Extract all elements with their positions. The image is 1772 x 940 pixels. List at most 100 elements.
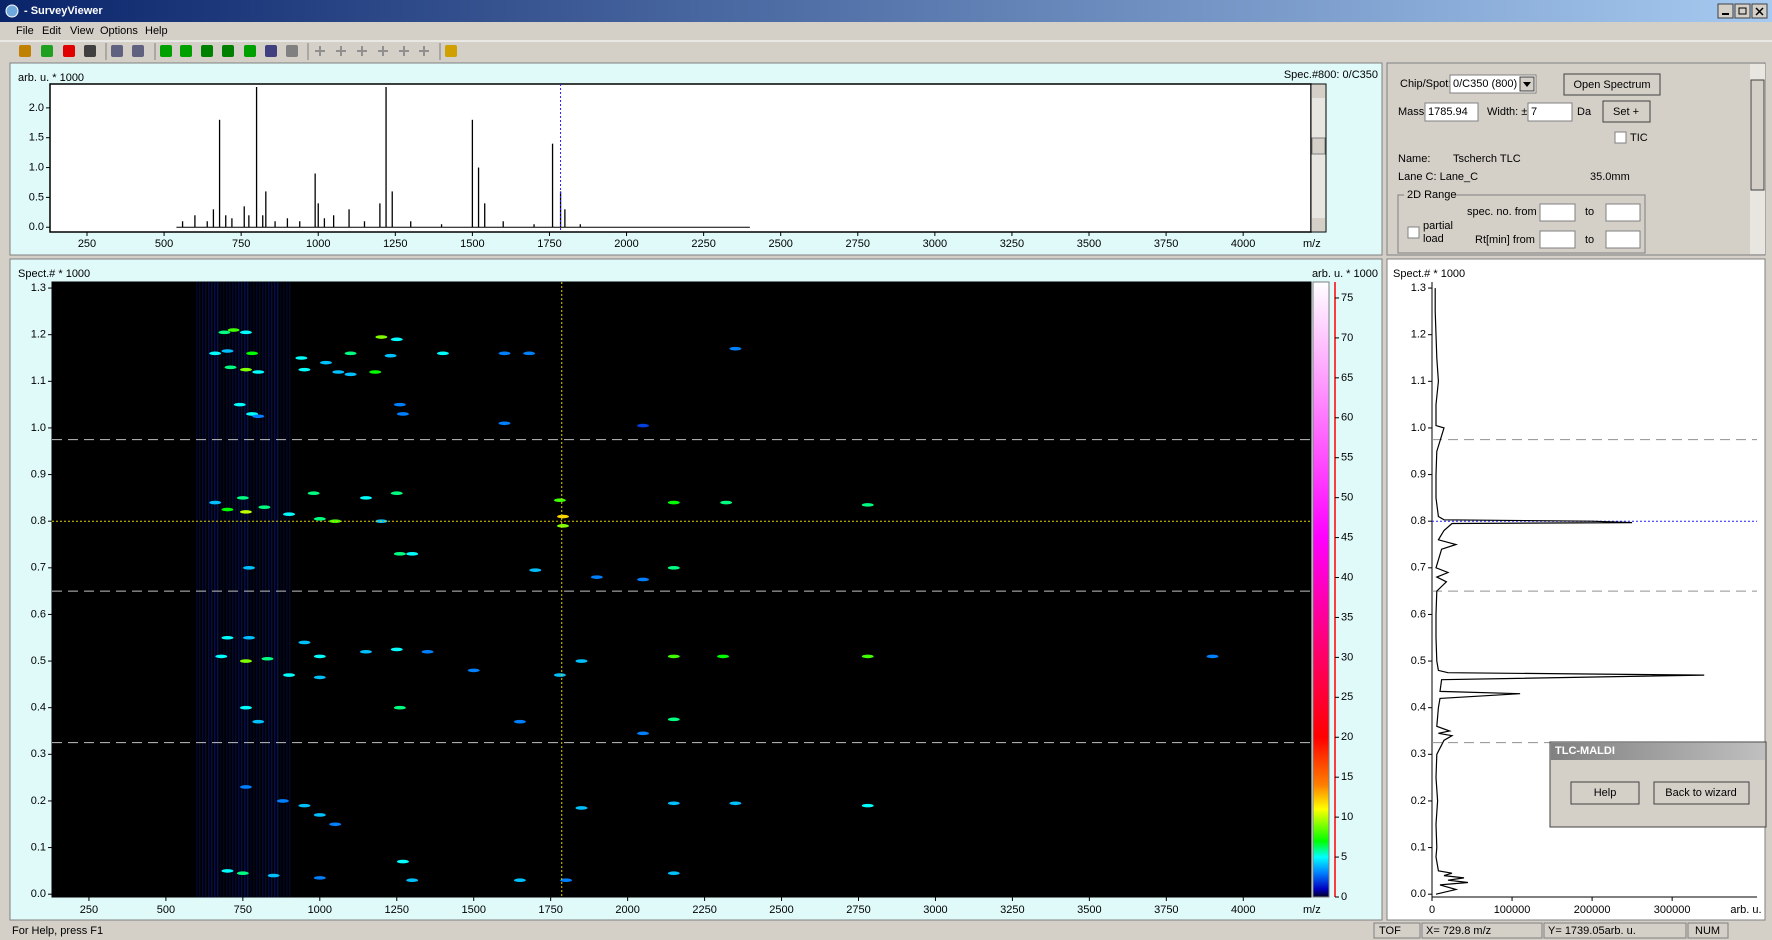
menu-item[interactable]: File	[16, 25, 34, 37]
toolbar-icon[interactable]	[111, 45, 123, 57]
colorbar-tick-label: 5	[1341, 851, 1347, 863]
status-help: For Help, press F1	[12, 925, 103, 937]
toolbar-icon[interactable]	[41, 45, 53, 57]
menu-item[interactable]: View	[70, 25, 94, 37]
rt-from-input[interactable]	[1540, 231, 1575, 248]
noise-streak	[265, 282, 267, 897]
x-tick-label: 0	[1429, 904, 1435, 916]
noise-streak	[259, 282, 261, 897]
toolbar-icon[interactable]	[315, 46, 325, 56]
map-spot	[468, 669, 480, 673]
map-spot	[385, 354, 397, 358]
map-spot	[298, 368, 310, 372]
rt-to-input[interactable]	[1606, 231, 1640, 248]
toolbar-icon[interactable]	[180, 45, 192, 57]
map-spot	[523, 352, 535, 356]
toolbar-icon[interactable]	[419, 46, 429, 56]
toolbar-icon[interactable]	[222, 45, 234, 57]
tic-checkbox[interactable]	[1615, 132, 1626, 143]
x-tick-label: 2250	[692, 904, 716, 916]
toolbar-icon[interactable]	[160, 45, 172, 57]
map-spot	[295, 356, 307, 360]
y-tick-label: 0.7	[31, 562, 46, 574]
noise-streak	[250, 282, 252, 897]
colorbar-tick-label: 60	[1341, 412, 1353, 424]
toolbar-icon[interactable]	[201, 45, 213, 57]
map-spot	[668, 871, 680, 875]
spec-from-input[interactable]	[1540, 204, 1575, 221]
noise-streak	[268, 282, 270, 897]
dialog: TLC-MALDI Help Back to wizard	[1550, 742, 1766, 827]
app-icon	[6, 5, 18, 17]
y-tick-label: 0.5	[1411, 655, 1426, 667]
y-tick-label: 1.3	[31, 282, 46, 294]
noise-streak	[196, 282, 198, 897]
map-spot	[314, 676, 326, 680]
map-spot	[345, 373, 357, 377]
toolbar-icon[interactable]	[84, 45, 96, 57]
select-value: 0/C350 (800)	[1453, 78, 1517, 90]
x-tick-label: 1250	[383, 238, 407, 250]
colorbar-tick-label: 15	[1341, 771, 1353, 783]
scroll-thumb[interactable]	[1751, 80, 1764, 190]
partial-load-checkbox[interactable]	[1408, 227, 1419, 238]
status-x: X= 729.8 m/z	[1426, 925, 1491, 937]
toolbar-icon[interactable]	[132, 45, 144, 57]
spec-to-input[interactable]	[1606, 204, 1640, 221]
toolbar-icon[interactable]	[445, 45, 457, 57]
toolbar-icon[interactable]	[63, 45, 75, 57]
x-tick-label: 2000	[615, 904, 639, 916]
map-spot	[360, 650, 372, 654]
scrollbar[interactable]	[1311, 84, 1326, 232]
noise-streak	[208, 282, 210, 897]
noise-streak	[223, 282, 225, 897]
menu-item[interactable]: Options	[100, 25, 138, 37]
toolbar-icon[interactable]	[357, 46, 367, 56]
map-spot	[720, 501, 732, 505]
map-spot	[394, 403, 406, 407]
x-tick-label: 1500	[460, 238, 484, 250]
map-spot	[243, 636, 255, 640]
y-tick-label: 1.5	[29, 132, 44, 144]
scroll-thumb[interactable]	[1312, 138, 1325, 154]
menu-item[interactable]: Help	[145, 25, 168, 37]
y-tick-label: 0.9	[31, 468, 46, 480]
maximize-button[interactable]	[1735, 4, 1750, 18]
toolbar-icon[interactable]	[336, 46, 346, 56]
toolbar-icon[interactable]	[378, 46, 388, 56]
noise-streak	[280, 282, 282, 897]
menu-item[interactable]: Edit	[42, 25, 61, 37]
toolbar-icon[interactable]	[19, 45, 31, 57]
map-spot	[329, 822, 341, 826]
map-spot	[246, 352, 258, 356]
label: to	[1585, 234, 1594, 246]
button-label: Help	[1594, 787, 1617, 799]
map-spot	[637, 732, 649, 736]
toolbar-icon[interactable]	[244, 45, 256, 57]
scroll-up[interactable]	[1312, 85, 1325, 98]
x-tick-label: 4000	[1231, 904, 1255, 916]
map-spot	[729, 347, 741, 351]
x-axis-label: arb. u.	[1730, 904, 1761, 916]
y-tick-label: 1.1	[31, 375, 46, 387]
plot-area	[50, 84, 1311, 232]
label: to	[1585, 206, 1594, 218]
noise-streak	[289, 282, 291, 897]
toolbar-icon[interactable]	[399, 46, 409, 56]
y-tick-label: 0.0	[31, 888, 46, 900]
map-spot	[406, 552, 418, 556]
toolbar-icon[interactable]	[265, 45, 277, 57]
y-tick-label: 0.7	[1411, 562, 1426, 574]
colorbar-tick-label: 55	[1341, 452, 1353, 464]
scroll-down[interactable]	[1312, 218, 1325, 231]
y-tick-label: 1.0	[31, 422, 46, 434]
y-tick-label: 1.0	[1411, 422, 1426, 434]
status-num: NUM	[1695, 925, 1720, 937]
spectrum-info: Spec.#800: 0/C350	[1284, 69, 1378, 81]
map-spot	[240, 368, 252, 372]
map-spot	[637, 424, 649, 428]
colorbar-tick-label: 75	[1341, 292, 1353, 304]
toolbar-icon[interactable]	[286, 45, 298, 57]
button-label: Back to wizard	[1665, 787, 1737, 799]
minimize-button[interactable]	[1718, 4, 1733, 18]
